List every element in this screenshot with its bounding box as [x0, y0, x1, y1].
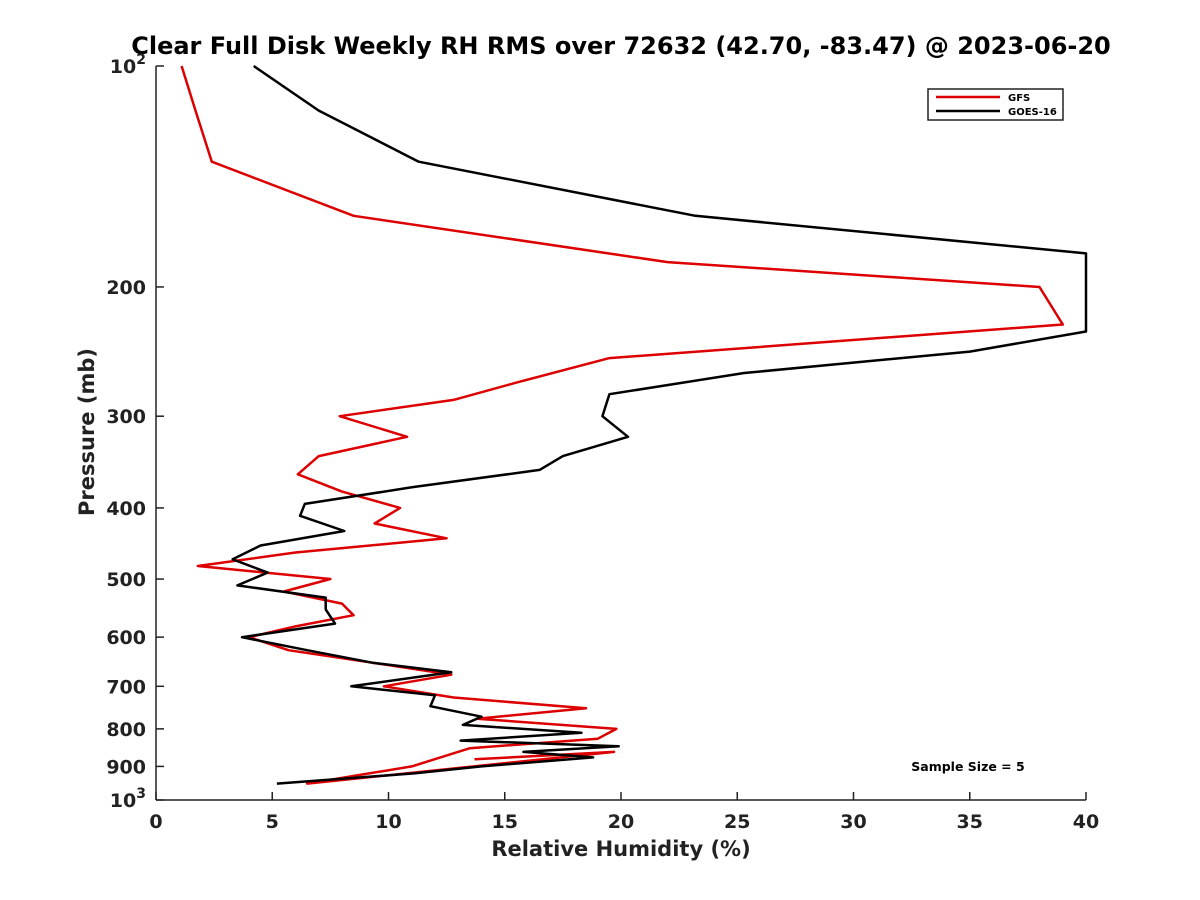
- y-tick-label: 200: [106, 277, 146, 299]
- y-tick-label: 400: [106, 498, 146, 520]
- legend-label-goes16: GOES-16: [1008, 107, 1057, 118]
- legend-label-gfs: GFS: [1008, 93, 1030, 104]
- y-tick-label: 700: [106, 676, 146, 698]
- x-tick-label: 15: [492, 811, 518, 833]
- sample-size-annotation: Sample Size = 5: [911, 759, 1024, 774]
- y-axis-label: Pressure (mb): [75, 348, 99, 516]
- legend: GFS GOES-16: [927, 88, 1064, 121]
- series-layer: [180, 64, 1088, 785]
- y-tick-label: 800: [106, 719, 146, 741]
- chart-title: Clear Full Disk Weekly RH RMS over 72632…: [131, 32, 1111, 60]
- x-tick-label: 30: [840, 811, 866, 833]
- y-tick-label: 300: [106, 406, 146, 428]
- x-tick-label: 5: [266, 811, 279, 833]
- x-tick-label: 25: [724, 811, 750, 833]
- x-tick-label: 10: [375, 811, 401, 833]
- x-axis-ticks: 0 5 10 15 20 25 30 35 40: [149, 792, 1099, 833]
- x-axis-label: Relative Humidity (%): [491, 837, 750, 861]
- x-tick-label: 40: [1073, 811, 1099, 833]
- y-tick-label: 900: [106, 756, 146, 778]
- y-tick-label: 600: [106, 627, 146, 649]
- y-axis-ticks: 102 200 300 400 500 600 700 800 900 103: [106, 52, 164, 812]
- y-tick-label: 500: [106, 569, 146, 591]
- series-line-goes16: [231, 64, 1088, 785]
- x-tick-label: 20: [608, 811, 634, 833]
- x-tick-label: 35: [957, 811, 983, 833]
- legend-box: [927, 88, 1064, 121]
- y-tick-label: 103: [110, 786, 146, 812]
- y-tick-label: 102: [110, 52, 146, 78]
- x-tick-label: 0: [149, 811, 162, 833]
